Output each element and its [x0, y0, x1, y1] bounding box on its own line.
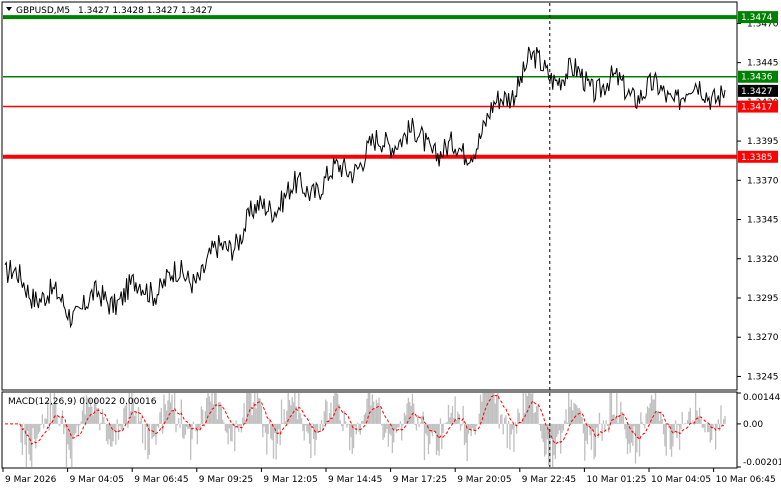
- price-tick-label: 1.3395: [747, 137, 779, 147]
- level-price-label: 1.3417: [741, 103, 773, 113]
- price-line: [4, 46, 726, 329]
- symbol-dropdown-icon[interactable]: [6, 7, 12, 11]
- price-tick-label: 1.3245: [747, 372, 779, 382]
- time-tick-label: 10 Mar 06:45: [716, 475, 776, 485]
- time-tick-label: 9 Mar 2026: [5, 475, 57, 485]
- time-tick-label: 9 Mar 20:05: [457, 475, 511, 485]
- price-panel[interactable]: [1, 1, 738, 391]
- macd-tick-label: 0.00: [743, 420, 763, 430]
- price-tick-label: 1.3345: [747, 216, 779, 226]
- macd-axis: 0.00144 0.00 -0.00201: [737, 392, 781, 468]
- macd-tick-label: 0.00144: [743, 393, 780, 403]
- macd-label: MACD(12,26,9) 0.00022 0.00016: [8, 397, 157, 407]
- price-tick-label: 1.3270: [747, 333, 779, 343]
- price-tick-label: 1.3370: [747, 176, 779, 186]
- macd-signal-line: [5, 393, 726, 446]
- current-price-label: 1.3427: [741, 87, 773, 97]
- current-price-tag: [738, 84, 778, 97]
- time-tick-label: 9 Mar 22:45: [522, 475, 576, 485]
- time-tick-label: 10 Mar 04:05: [651, 475, 711, 485]
- level-price-tag: [738, 100, 778, 113]
- level-price-label: 1.3436: [741, 73, 773, 83]
- price-tick-label: 1.3320: [747, 255, 779, 265]
- time-tick-label: 9 Mar 14:45: [328, 475, 382, 485]
- symbol-label: GBPUSD,M5: [16, 6, 70, 16]
- price-series: [4, 46, 726, 329]
- price-axis: 1.34701.34451.34201.33951.33701.33451.33…: [737, 11, 779, 382]
- time-tick-label: 9 Mar 04:05: [70, 475, 124, 485]
- macd-series: [5, 393, 726, 467]
- time-tick-label: 9 Mar 09:25: [199, 475, 253, 485]
- level-price-tag: [738, 11, 778, 24]
- ohlc-label: 1.3427 1.3428 1.3427 1.3427: [78, 6, 213, 16]
- time-tick-label: 9 Mar 12:05: [263, 475, 317, 485]
- level-lines: [3, 15, 737, 159]
- level-price-label: 1.3385: [741, 153, 773, 163]
- macd-tick-label: -0.00201: [743, 458, 781, 468]
- time-tick-label: 9 Mar 06:45: [134, 475, 188, 485]
- chart-header: GBPUSD,M5 1.3427 1.3428 1.3427 1.3427: [6, 6, 213, 16]
- level-price-label: 1.3474: [741, 13, 773, 23]
- price-tick-label: 1.3445: [747, 59, 779, 69]
- price-tick-label: 1.3295: [747, 294, 779, 304]
- level-price-tag: [738, 70, 778, 83]
- time-tick-label: 9 Mar 17:25: [393, 475, 447, 485]
- price-tick-label: 1.3470: [747, 19, 779, 29]
- level-price-tag: [738, 150, 778, 163]
- time-tick-label: 10 Mar 01:25: [586, 475, 646, 485]
- time-axis: 9 Mar 2026 9 Mar 04:05 9 Mar 06:45 9 Mar 09…: [2, 468, 776, 485]
